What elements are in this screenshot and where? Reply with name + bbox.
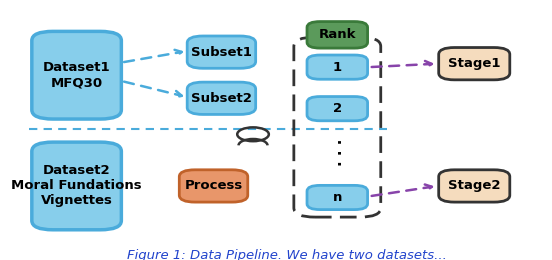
FancyBboxPatch shape [307,55,368,79]
Text: Rank: Rank [319,28,356,41]
Text: Stage2: Stage2 [448,179,501,192]
FancyBboxPatch shape [187,82,256,114]
Text: 2: 2 [333,102,342,115]
Text: Dataset2
Moral Fundations
Vignettes: Dataset2 Moral Fundations Vignettes [11,165,142,207]
FancyBboxPatch shape [439,170,510,202]
FancyBboxPatch shape [187,36,256,68]
FancyBboxPatch shape [32,31,121,119]
Text: Stage1: Stage1 [448,57,501,70]
FancyBboxPatch shape [307,185,368,210]
FancyBboxPatch shape [307,96,368,121]
FancyBboxPatch shape [307,22,368,48]
FancyBboxPatch shape [179,170,248,202]
Text: Subset1: Subset1 [191,46,252,59]
Text: Dataset1
MFQ30: Dataset1 MFQ30 [43,61,110,89]
Text: Process: Process [184,179,243,192]
Text: Figure 1: Data Pipeline. We have two datasets...: Figure 1: Data Pipeline. We have two dat… [128,249,447,260]
FancyBboxPatch shape [439,48,510,80]
FancyBboxPatch shape [32,142,121,230]
Text: . . .: . . . [330,139,345,166]
Text: 1: 1 [333,61,342,74]
Text: n: n [333,191,342,204]
Text: Subset2: Subset2 [191,92,252,105]
